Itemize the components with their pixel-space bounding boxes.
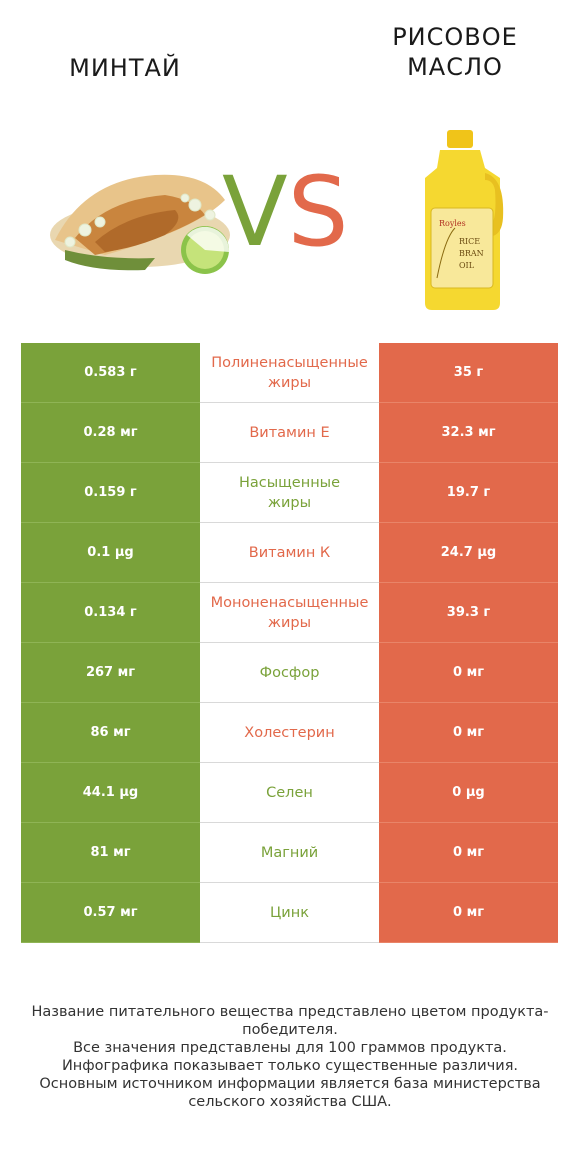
right-value: 39.3 г [379,583,558,643]
comparison-table: 0.583 г Полиненасыщенные жиры 35 г 0.28 мг В… [21,343,558,943]
table-row: 86 мг Холестерин 0 мг [21,703,558,763]
right-value: 32.3 мг [379,403,558,463]
footer-line: Основным источником информации является … [39,1076,541,1110]
nutrient-name: Витамин К [200,523,379,583]
footer-notes: Название питательного вещества представл… [20,1003,560,1111]
left-value: 81 мг [21,823,200,883]
nutrient-name: Мононенасыщенные жиры [200,583,379,643]
right-value: 0 µg [379,763,558,823]
table-row: 0.57 мг Цинк 0 мг [21,883,558,943]
right-value: 19.7 г [379,463,558,523]
left-value: 86 мг [21,703,200,763]
vs-v: V [222,156,288,268]
left-product-title: МИНТАЙ [69,54,181,82]
bottle-brand: Royles [439,219,466,228]
table-row: 267 мг Фосфор 0 мг [21,643,558,703]
bottle-line3: OIL [459,261,475,270]
right-product-title: РИСОВОЕ МАСЛО [392,23,518,81]
left-value: 0.583 г [21,343,200,403]
vs-label: VS [222,162,349,262]
table-row: 0.134 г Мононенасыщенные жиры 39.3 г [21,583,558,643]
table-row: 0.159 г Насыщенные жиры 19.7 г [21,463,558,523]
left-value: 44.1 µg [21,763,200,823]
footer-line: Название питательного вещества представл… [31,1004,549,1038]
right-value: 0 мг [379,703,558,763]
vs-s: S [287,156,349,268]
right-value: 0 мг [379,883,558,943]
table-row: 44.1 µg Селен 0 µg [21,763,558,823]
rice-bran-oil-bottle-image: Royles RICE BRAN OIL [415,128,510,313]
left-value: 0.159 г [21,463,200,523]
pollock-taco-image [45,160,235,280]
nutrient-name: Фосфор [200,643,379,703]
left-value: 0.134 г [21,583,200,643]
nutrient-name: Витамин E [200,403,379,463]
bottle-line1: RICE [459,237,480,246]
footer-line: Все значения представлены для 100 граммо… [73,1040,507,1056]
nutrient-name: Полиненасыщенные жиры [200,343,379,403]
left-value: 0.57 мг [21,883,200,943]
bottle-line2: BRAN [459,249,484,258]
right-value: 0 мг [379,823,558,883]
nutrient-name: Цинк [200,883,379,943]
left-value: 267 мг [21,643,200,703]
table-row: 81 мг Магний 0 мг [21,823,558,883]
table-row: 0.1 µg Витамин К 24.7 µg [21,523,558,583]
table-row: 0.583 г Полиненасыщенные жиры 35 г [21,343,558,403]
nutrient-name: Магний [200,823,379,883]
right-value: 35 г [379,343,558,403]
table-row: 0.28 мг Витамин E 32.3 мг [21,403,558,463]
left-value: 0.1 µg [21,523,200,583]
left-value: 0.28 мг [21,403,200,463]
nutrient-name: Холестерин [200,703,379,763]
nutrient-name: Насыщенные жиры [200,463,379,523]
nutrient-name: Селен [200,763,379,823]
right-value: 24.7 µg [379,523,558,583]
footer-line: Инфографика показывает только существенн… [61,1058,519,1074]
right-value: 0 мг [379,643,558,703]
